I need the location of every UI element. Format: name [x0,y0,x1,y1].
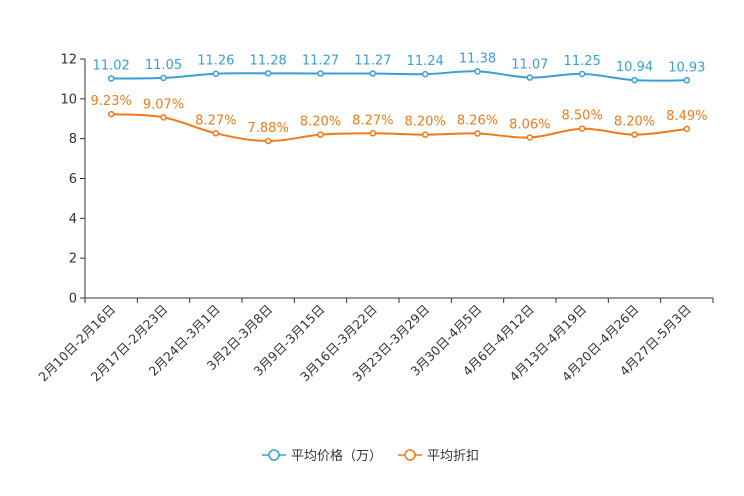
data-point[interactable] [474,130,481,137]
data-label: 8.20% [405,115,446,130]
data-label: 9.07% [143,97,184,112]
y-tick-label: 2 [69,252,77,267]
data-label: 8.27% [195,113,236,128]
legend-item-1[interactable]: 平均价格（万） [262,448,382,464]
data-label: 10.94 [616,60,653,75]
data-point[interactable] [631,131,638,138]
y-tick-label: 4 [69,212,77,227]
data-point[interactable] [631,76,638,84]
data-point[interactable] [369,70,377,77]
data-point[interactable] [160,74,167,82]
data-point[interactable] [107,75,115,82]
data-point[interactable] [526,74,534,81]
data-point[interactable] [212,70,220,77]
data-label: 11.28 [250,53,287,68]
data-label: 11.02 [93,59,130,74]
y-tick-label: 12 [60,53,77,68]
data-point[interactable] [212,130,220,137]
data-point[interactable] [107,110,115,118]
data-label: 11.25 [564,54,601,69]
y-tick-label: 0 [69,292,77,307]
data-label: 11.05 [145,58,182,73]
series-line [111,70,687,82]
data-point[interactable] [526,134,534,141]
data-label: 7.88% [248,121,289,136]
data-label: 11.38 [459,51,496,66]
data-point[interactable] [474,68,481,75]
data-label: 8.27% [352,113,393,128]
data-point[interactable] [683,77,691,84]
data-point[interactable] [317,70,324,77]
data-label: 8.49% [666,109,707,124]
legend-circle-marker [404,449,416,461]
data-label: 9.23% [91,94,132,109]
data-label: 11.07 [511,58,548,73]
legend-label: 平均折扣 [427,449,479,464]
data-label: 8.20% [614,115,655,130]
legend-label: 平均价格（万） [291,448,382,464]
series-line [111,113,687,143]
y-tick-label: 6 [69,172,77,187]
legend-item-2[interactable]: 平均折扣 [398,449,479,464]
series-2: 9.23% 9.07% 8.27% 7.88% 8.20% 8.27% 8.20% 8.26%… [91,94,707,145]
data-label: 11.24 [407,54,444,69]
data-label: 11.27 [302,54,339,69]
data-label: 8.26% [457,113,498,128]
data-point[interactable] [578,125,586,132]
axes: 0246810122月10日-2月16日2月17日-2月23日2月24日-3月1… [35,53,714,384]
data-label: 11.26 [197,54,234,69]
data-point[interactable] [421,70,429,78]
data-label: 10.93 [668,60,705,75]
legend[interactable]: 平均价格（万） 平均折扣 [262,448,479,464]
data-point[interactable] [264,70,272,77]
data-point[interactable] [369,130,377,137]
data-point[interactable] [578,70,586,78]
series-layer: 11.02 11.05 11.26 11.28 11.27 11.27 11.24 11.38… [91,51,707,145]
y-tick-label: 8 [69,132,77,147]
series-1: 11.02 11.05 11.26 11.28 11.27 11.27 11.24 11.38… [93,51,705,84]
data-label: 8.50% [562,109,603,124]
legend-circle-marker [268,449,280,461]
data-point[interactable] [683,125,691,133]
data-point[interactable] [317,131,324,138]
y-tick-label: 10 [60,92,77,107]
data-point[interactable] [160,114,167,121]
data-label: 8.06% [509,117,550,132]
data-label: 11.27 [354,54,391,69]
data-label: 8.20% [300,115,341,130]
data-point[interactable] [264,137,272,145]
data-point[interactable] [421,131,429,138]
